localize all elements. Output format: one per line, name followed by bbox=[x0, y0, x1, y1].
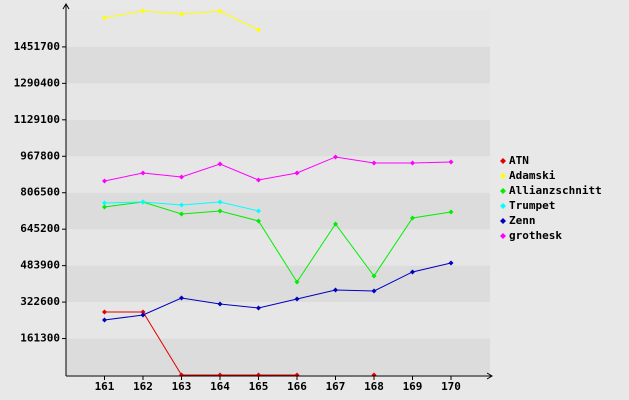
data-point bbox=[448, 159, 454, 165]
data-point bbox=[217, 301, 223, 307]
data-point bbox=[371, 288, 377, 294]
data-point bbox=[294, 296, 300, 302]
x-tick-label: 163 bbox=[172, 380, 192, 393]
y-tick-label: 161300 bbox=[20, 332, 60, 345]
data-point bbox=[179, 295, 184, 301]
data-point bbox=[140, 199, 146, 205]
legend-label: Zenn bbox=[509, 214, 536, 227]
legend-marker bbox=[500, 158, 506, 164]
x-tick-label: 161 bbox=[95, 380, 115, 393]
data-point bbox=[179, 174, 184, 180]
plot-band bbox=[66, 302, 490, 339]
x-axis-arrow bbox=[486, 372, 493, 380]
data-point bbox=[256, 177, 261, 183]
data-point bbox=[294, 279, 300, 285]
y-tick-label: 322600 bbox=[20, 295, 60, 308]
data-point bbox=[140, 8, 146, 14]
y-tick-label: 1129100 bbox=[14, 113, 60, 126]
y-tick-label: 483900 bbox=[20, 259, 60, 272]
plot-band bbox=[66, 10, 490, 47]
data-point bbox=[333, 221, 338, 227]
y-tick-label: 1451700 bbox=[14, 40, 60, 53]
data-point bbox=[333, 154, 338, 160]
series-line bbox=[104, 311, 297, 376]
data-point bbox=[179, 11, 184, 17]
data-point bbox=[448, 209, 454, 215]
data-point bbox=[410, 215, 415, 221]
data-point bbox=[102, 178, 107, 184]
y-axis-arrow bbox=[62, 3, 70, 10]
data-point bbox=[217, 208, 223, 214]
plot-band bbox=[66, 229, 490, 266]
legend-label: Adamski bbox=[509, 169, 556, 182]
data-point bbox=[140, 312, 146, 318]
legend-marker bbox=[500, 188, 506, 194]
plot-band bbox=[66, 156, 490, 193]
series-line bbox=[104, 201, 452, 283]
data-point bbox=[102, 200, 107, 206]
legend-label: Trumpet bbox=[509, 199, 555, 212]
x-tick-label: 164 bbox=[210, 380, 230, 393]
data-point bbox=[256, 27, 261, 33]
plot-band bbox=[66, 265, 490, 303]
data-point bbox=[179, 202, 184, 208]
x-tick-label: 168 bbox=[364, 380, 384, 393]
data-point bbox=[217, 199, 223, 205]
x-tick-label: 166 bbox=[287, 380, 307, 393]
series-line bbox=[104, 262, 452, 321]
plot-band bbox=[66, 192, 490, 230]
data-point bbox=[102, 317, 107, 323]
data-point bbox=[256, 305, 261, 311]
data-point bbox=[102, 204, 107, 210]
x-tick-label: 169 bbox=[403, 380, 423, 393]
data-point bbox=[256, 208, 261, 214]
data-point bbox=[333, 287, 338, 293]
legend-marker bbox=[500, 233, 506, 239]
y-tick-label: 967800 bbox=[20, 149, 60, 162]
legend-marker bbox=[500, 218, 506, 224]
legend-label: grothesk bbox=[509, 229, 562, 242]
data-point bbox=[217, 8, 223, 14]
data-point bbox=[140, 170, 146, 176]
data-point bbox=[448, 260, 454, 266]
y-tick-label: 1290400 bbox=[14, 76, 60, 89]
data-point bbox=[371, 160, 377, 166]
x-tick-label: 165 bbox=[249, 380, 269, 393]
data-point bbox=[410, 269, 415, 275]
plot-band bbox=[66, 338, 490, 375]
plot-band bbox=[66, 83, 490, 120]
x-tick-label: 167 bbox=[326, 380, 346, 393]
x-tick-label: 170 bbox=[441, 380, 461, 393]
legend-label: ATN bbox=[509, 154, 529, 167]
data-point bbox=[102, 309, 107, 315]
x-tick-label: 162 bbox=[133, 380, 153, 393]
data-point bbox=[410, 160, 415, 166]
data-point bbox=[256, 218, 261, 224]
plot-band bbox=[66, 46, 490, 84]
data-point bbox=[179, 211, 184, 217]
y-tick-label: 806500 bbox=[20, 186, 60, 199]
series-line bbox=[104, 156, 452, 182]
legend-marker bbox=[500, 173, 506, 179]
data-point bbox=[217, 161, 223, 167]
legend-label: Allianzschnitt bbox=[509, 184, 602, 197]
legend-marker bbox=[500, 203, 506, 209]
data-point bbox=[140, 309, 146, 315]
plot-band bbox=[66, 119, 490, 157]
data-point bbox=[371, 273, 377, 279]
data-point bbox=[102, 15, 107, 21]
y-tick-label: 645200 bbox=[20, 222, 60, 235]
data-point bbox=[294, 170, 300, 176]
